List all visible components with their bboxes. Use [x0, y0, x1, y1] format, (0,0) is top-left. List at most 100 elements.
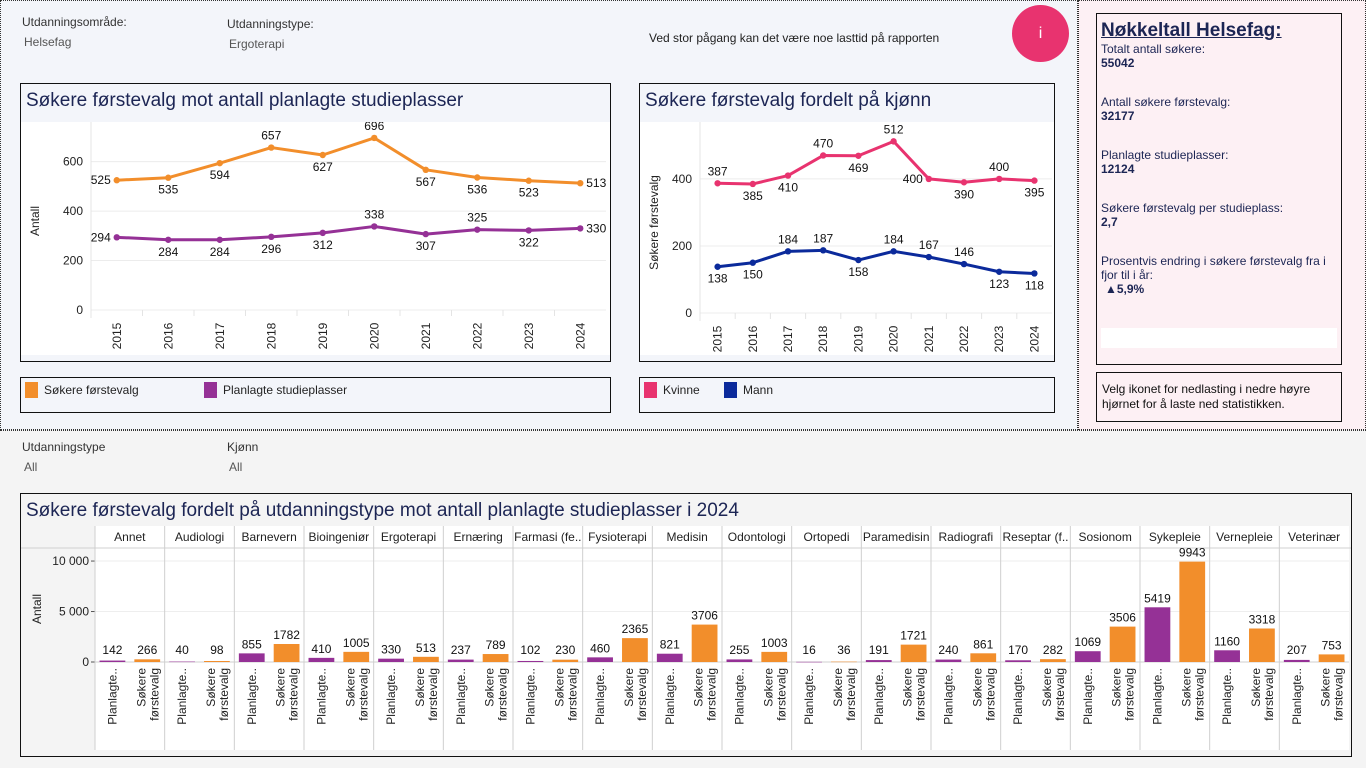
legend-item-planlagte[interactable]: Planlagte studieplasser — [204, 382, 347, 398]
line-chart-1-svg: 0 200 400 600 2015 2016 2017 2018 2019 2020 2021 20… — [28, 119, 607, 349]
x-tick-label: 2020 — [887, 325, 901, 352]
bar — [1040, 659, 1066, 662]
category-header: Ergoterapi — [381, 530, 436, 544]
bar-category-label: Planlagte.. — [1081, 668, 1095, 725]
y-tick-label: 600 — [63, 155, 83, 169]
bar — [796, 661, 822, 663]
chart-title: Søkere førstevalg mot antall planlagte s… — [26, 90, 464, 111]
x-tick-label: 2023 — [522, 322, 536, 349]
legend-label: Planlagte studieplasser — [223, 383, 348, 397]
data-label: 158 — [848, 265, 868, 279]
legend-swatch — [724, 382, 737, 398]
bar — [656, 653, 683, 662]
legend-item-kvinne[interactable]: Kvinne — [644, 382, 700, 398]
bar — [238, 653, 265, 662]
data-point — [113, 234, 120, 241]
category-header: Odontologi — [728, 530, 786, 544]
data-point — [268, 144, 275, 151]
bar — [273, 644, 300, 662]
data-point — [577, 179, 584, 187]
x-tick-label: 2015 — [711, 325, 725, 352]
data-point — [371, 223, 378, 230]
bar-category-label: førstevalg — [217, 668, 231, 721]
data-point — [820, 247, 827, 254]
data-label: 284 — [158, 245, 178, 259]
series-line — [116, 224, 581, 242]
kpi-value: ▲5,9% — [1105, 282, 1145, 296]
info-button[interactable]: i — [1012, 5, 1069, 62]
y-tick-label: 0 — [76, 303, 83, 317]
x-tick-label: 2018 — [264, 322, 278, 349]
bar-category-label: førstevalg — [1192, 668, 1206, 721]
data-point — [925, 175, 932, 183]
data-point — [890, 138, 897, 145]
bar-value-label: 1005 — [343, 636, 370, 650]
data-label: 296 — [261, 242, 281, 256]
data-label: 167 — [919, 238, 939, 252]
data-point — [749, 180, 756, 188]
legend-swatch — [644, 382, 657, 398]
bar-category-label: Søkere — [204, 668, 218, 707]
bar-category-label: Planlagte.. — [245, 668, 259, 725]
data-label: 400 — [903, 172, 923, 186]
legend-item-sokere[interactable]: Søkere førstevalg — [25, 382, 139, 398]
bar-value-label: 855 — [242, 637, 262, 651]
bar-category-label: Søkere — [483, 668, 497, 707]
bar-category-label: Planlagte.. — [523, 668, 537, 725]
data-point — [855, 152, 862, 159]
bar-category-label: Planlagte.. — [454, 668, 468, 725]
bar — [831, 661, 857, 663]
data-label: 123 — [989, 277, 1009, 291]
data-label: 184 — [884, 232, 904, 246]
y-tick-label: 0 — [82, 655, 89, 669]
data-label: 594 — [210, 168, 230, 182]
bar — [343, 651, 370, 662]
x-tick-label: 2017 — [781, 325, 795, 352]
info-icon: i — [1038, 24, 1043, 42]
y-tick-label: 400 — [63, 204, 83, 218]
filter-utdanningstype[interactable]: Utdanningstype: Ergoterapi — [227, 17, 314, 51]
bar-value-label: 9943 — [1179, 546, 1206, 560]
bar-category-label: Planlagte.. — [802, 668, 816, 725]
data-label: 146 — [954, 245, 974, 259]
line-chart-applicants-vs-places: Søkere førstevalg mot antall planlagte s… — [20, 83, 611, 362]
kpi-value: 55042 — [1101, 56, 1135, 70]
data-label: 325 — [467, 211, 487, 225]
category-header: Radiografi — [938, 530, 993, 544]
data-point — [855, 256, 862, 264]
bar-category-label: førstevalg — [635, 668, 649, 721]
legend-label: Mann — [743, 383, 774, 397]
x-tick-label: 2024 — [573, 322, 587, 349]
category-header: Fysioterapi — [588, 530, 647, 544]
bar — [1214, 650, 1240, 662]
x-tick-label: 2019 — [316, 322, 330, 349]
bar — [378, 658, 404, 662]
filter-utdanningsomrade[interactable]: Utdanningsområde: Helsefag — [22, 15, 127, 49]
category-header: Ernæring — [453, 530, 502, 544]
x-tick-label: 2018 — [816, 325, 830, 352]
x-tick-label: 2023 — [992, 325, 1006, 352]
bar-value-label: 1160 — [1214, 634, 1240, 648]
bar-category-label: Søkere — [970, 668, 984, 707]
filter-label: Utdanningsområde: — [22, 15, 127, 29]
bar-category-label: Søkere — [274, 668, 288, 707]
bar-value-label: 2365 — [622, 622, 649, 636]
data-point — [749, 259, 756, 266]
data-label: 138 — [708, 272, 728, 286]
kpi-label: Antall søkere førstevalg: — [1101, 95, 1231, 109]
bar-value-label: 142 — [102, 643, 122, 657]
filter-kjonn[interactable]: Kjønn All — [227, 440, 258, 474]
bar-value-label: 102 — [520, 643, 540, 657]
data-label: 395 — [1024, 186, 1044, 200]
bar-category-label: Planlagte.. — [593, 668, 607, 725]
bar-chart-by-education-type: Søkere førstevalg fordelt på utdanningst… — [20, 493, 1352, 757]
key-figures-title: Nøkkeltall Helsefag: — [1101, 20, 1282, 41]
bar-category-label: Søkere — [831, 668, 845, 707]
filter-label: Utdanningstype — [22, 440, 106, 454]
legend-item-mann[interactable]: Mann — [724, 382, 773, 398]
filter-utdanningstype-bottom[interactable]: Utdanningstype All — [22, 440, 105, 474]
kpi-applicants-per-place: Søkere førstevalg per studieplass: 2,7 — [1101, 201, 1337, 229]
bar-value-label: 40 — [175, 643, 189, 657]
bar-category-label: førstevalg — [565, 668, 579, 721]
series-line — [717, 139, 1035, 186]
